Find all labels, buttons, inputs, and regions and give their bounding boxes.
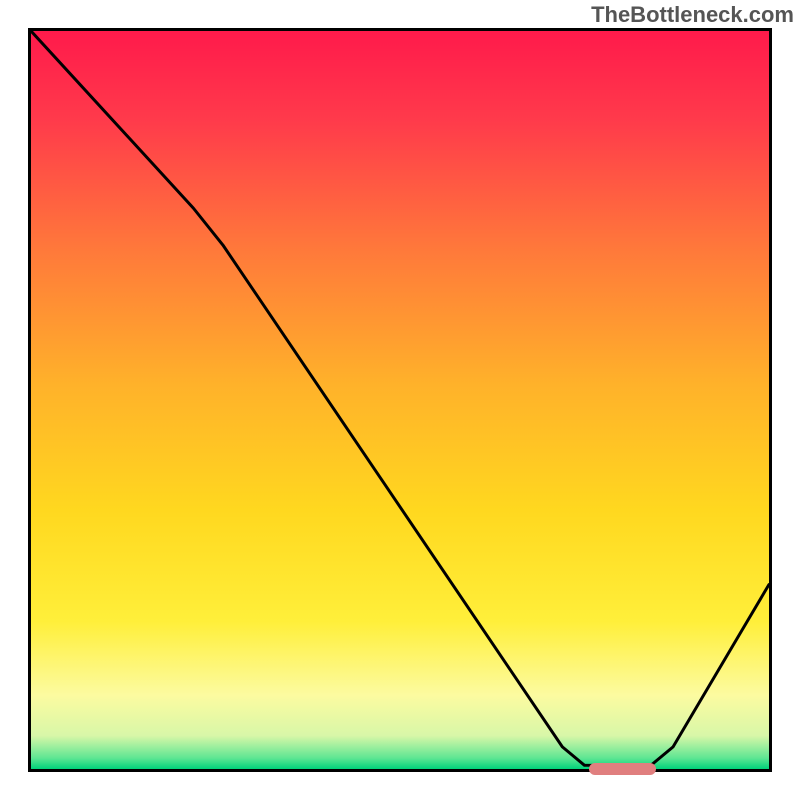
- curve-path: [31, 31, 769, 765]
- chart-container: TheBottleneck.com: [0, 0, 800, 800]
- watermark-text: TheBottleneck.com: [591, 2, 794, 28]
- valley-marker: [589, 763, 656, 775]
- plot-area: [28, 28, 772, 772]
- bottleneck-curve: [31, 31, 769, 769]
